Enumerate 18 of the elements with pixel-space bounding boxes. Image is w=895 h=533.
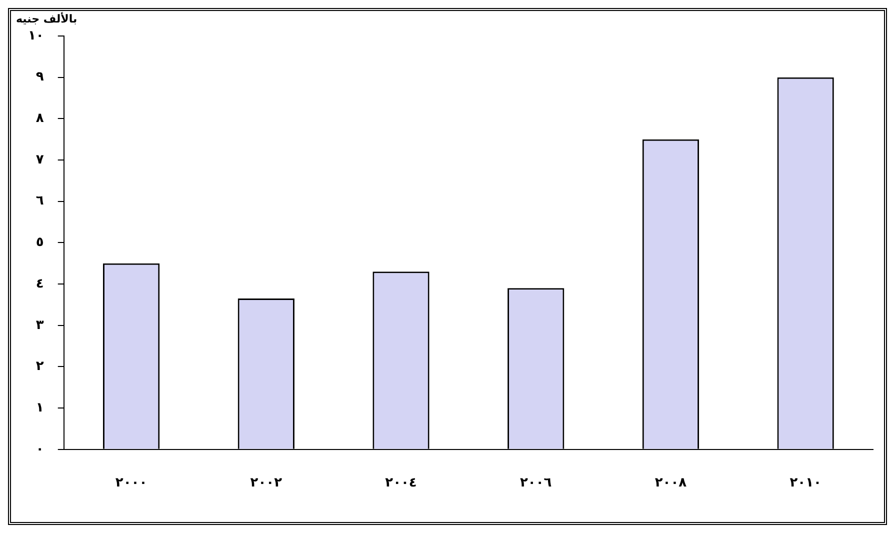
- x-tick-label: ٢٠٠٢: [250, 476, 282, 491]
- y-axis-title: بالألف جنيه: [16, 11, 78, 26]
- y-tick-label: ٢: [36, 359, 44, 374]
- x-tick-label: ٢٠١٠: [790, 476, 822, 491]
- y-tick-label: ١: [36, 400, 44, 416]
- x-tick-label: ٢٠٠٠: [115, 476, 148, 491]
- y-tick-label: ٤: [36, 276, 44, 292]
- y-tick-label: ٨: [36, 111, 44, 126]
- y-tick-label: ٣: [36, 318, 44, 333]
- y-tick-label: ١٠: [28, 28, 44, 44]
- y-tick-label: ٧: [36, 152, 44, 168]
- y-tick-label: ٦: [36, 194, 44, 209]
- x-tick-label: ٢٠٠٨: [654, 476, 687, 491]
- x-tick-label: ٢٠٠٤: [385, 476, 417, 491]
- y-tick-label: ٥: [36, 235, 44, 250]
- y-tick-label: ٩: [36, 70, 44, 85]
- y-tick-label: ٠: [36, 442, 44, 457]
- x-tick-label: ٢٠٠٦: [520, 476, 552, 491]
